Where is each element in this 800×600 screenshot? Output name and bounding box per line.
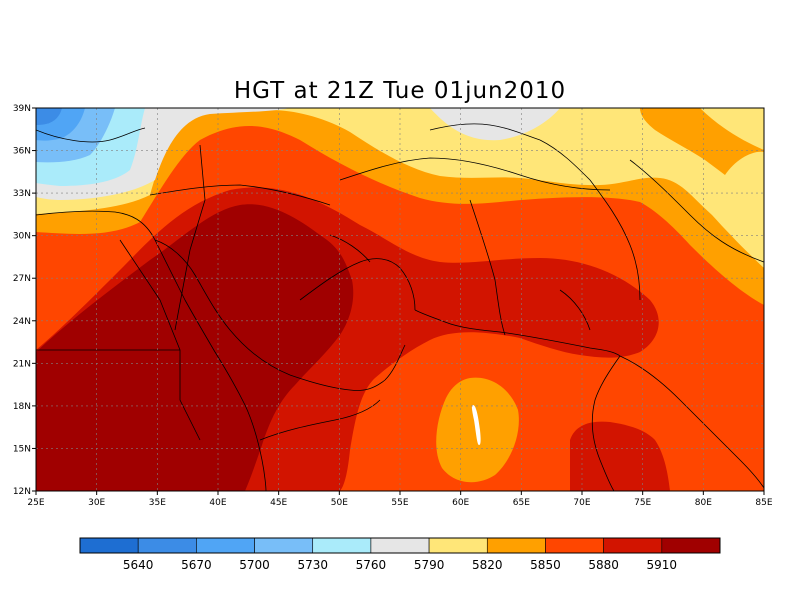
colorbar-label: 5880 (588, 558, 619, 572)
lat-tick-label: 36N (13, 147, 31, 157)
colorbar-label: 5850 (530, 558, 561, 572)
colorbar-label: 5790 (414, 558, 445, 572)
contour-5790-east-lobe (700, 108, 764, 150)
lon-tick-label: 30E (88, 498, 105, 508)
lon-tick-label: 45E (270, 498, 287, 508)
lon-tick-label: 65E (513, 498, 530, 508)
colorbar-label: 5730 (297, 558, 328, 572)
colorbar-swatch (370, 537, 430, 554)
latitude-tick-labels: 12N 15N 18N 21N 24N 27N 30N 33N 36N 39N (13, 104, 31, 497)
lat-tick-label: 39N (13, 104, 31, 114)
lon-tick-label: 80E (695, 498, 712, 508)
colorbar-swatch (79, 537, 139, 554)
colorbar-label: 5910 (647, 558, 678, 572)
lon-tick-label: 85E (755, 498, 772, 508)
contour-5790-northeast-blob (725, 151, 764, 228)
colorbar-swatch (254, 537, 314, 554)
colorbar-swatch (137, 537, 197, 554)
contour-5760-north-strip (430, 108, 560, 141)
lat-tick-label: 33N (13, 189, 31, 199)
map-area (36, 108, 764, 491)
longitude-tick-labels: 25E 30E 35E 40E 45E 50E 55E 60E 65E 70E 75E 80E 85E (27, 498, 772, 508)
colorbar-label: 5640 (123, 558, 154, 572)
colorbar-swatch (661, 537, 721, 554)
lon-tick-label: 50E (331, 498, 348, 508)
colorbar-label: 5760 (356, 558, 387, 572)
colorbar-swatch (545, 537, 604, 554)
lon-tick-label: 25E (27, 498, 44, 508)
lat-tick-label: 21N (13, 359, 31, 369)
contour-5790-arabian-sea-spot (471, 405, 481, 445)
lat-tick-label: 24N (13, 317, 31, 327)
map-title: HGT at 21Z Tue 01jun2010 (234, 78, 566, 104)
colorbar-label: 5820 (472, 558, 503, 572)
contour-5640-region (36, 108, 62, 125)
contour-5880-india-lobe (570, 421, 670, 491)
coastlines (36, 123, 764, 491)
colorbar-swatch (312, 537, 372, 554)
colorbar-label: 5700 (239, 558, 270, 572)
gridlines (36, 108, 764, 491)
colorbar-outline (79, 537, 721, 554)
colorbar-swatch (428, 537, 488, 554)
lat-tick-label: 15N (13, 444, 31, 454)
lon-tick-label: 60E (452, 498, 469, 508)
lon-tick-label: 35E (149, 498, 166, 508)
lat-tick-label: 27N (13, 274, 31, 284)
lon-tick-label: 40E (209, 498, 226, 508)
colorbar-swatch (603, 537, 663, 554)
colorbar (79, 537, 721, 554)
lon-tick-label: 55E (391, 498, 408, 508)
colorbar-labels: 5640 5670 5700 5730 5760 5790 5820 5850 5880 5910 (123, 558, 677, 572)
axis-tick-marks (32, 107, 765, 495)
contour-5910-region (36, 204, 354, 491)
lat-tick-label: 30N (13, 232, 31, 242)
lon-tick-label: 70E (573, 498, 590, 508)
lon-tick-label: 75E (634, 498, 651, 508)
lat-tick-label: 12N (13, 487, 31, 497)
lat-tick-label: 18N (13, 402, 31, 412)
colorbar-label: 5670 (181, 558, 212, 572)
colorbar-swatch (486, 537, 546, 554)
colorbar-swatch (196, 537, 255, 554)
